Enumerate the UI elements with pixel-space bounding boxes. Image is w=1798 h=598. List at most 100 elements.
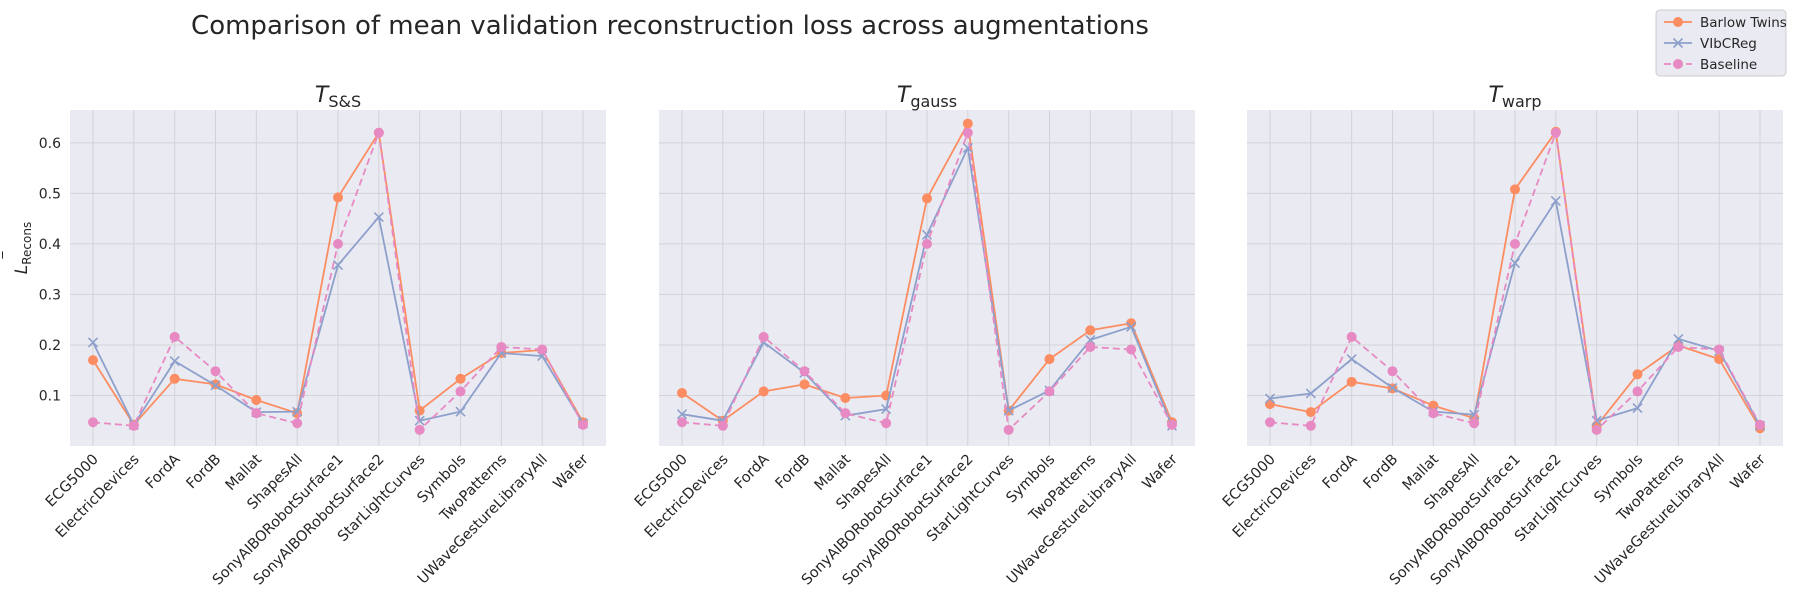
data-point: [251, 408, 262, 419]
data-point: [455, 373, 466, 384]
x-tick-label: FordA: [143, 451, 184, 492]
data-point: [1469, 409, 1480, 420]
data-point: [210, 380, 221, 391]
data-point: [578, 419, 588, 430]
data-point: [537, 344, 548, 355]
data-point: [1265, 399, 1275, 410]
data-point: [1510, 184, 1520, 195]
data-point: [1264, 393, 1276, 404]
data-point: [677, 417, 687, 428]
x-tick-label: FordB: [1361, 452, 1402, 493]
data-point: [292, 418, 303, 429]
data-point: [455, 386, 466, 397]
data-point: [1550, 195, 1561, 207]
data-point: [1346, 331, 1357, 342]
y-axis-label-main: L: [12, 265, 32, 274]
data-point: [1387, 366, 1398, 377]
data-point: [921, 229, 933, 240]
data-point: [962, 118, 973, 129]
panel-title-main: T: [897, 83, 912, 108]
y-tick-label: 0.3: [39, 287, 61, 303]
series-baseline: [677, 127, 1177, 435]
legend: Barlow Twins VIbCReg Baseline: [1655, 9, 1787, 77]
data-point: [799, 366, 810, 377]
data-point: [373, 127, 384, 138]
series-vibcreg: [87, 212, 589, 430]
legend-label: Baseline: [1700, 57, 1757, 73]
data-point: [1632, 369, 1643, 380]
data-point: [1510, 238, 1520, 249]
y-axis-label-bar: ‾: [1, 251, 17, 260]
legend-entry: VIbCReg: [1664, 36, 1757, 52]
data-point: [1167, 419, 1177, 430]
data-point: [1469, 418, 1480, 429]
panels: 0.1 0.2 0.3 0.4 0.5 0.6 ECG5000ElectricDevices…: [39, 83, 1783, 588]
legend-marker: [1673, 59, 1683, 69]
panel-title-sub: gauss: [910, 92, 957, 111]
data-point: [840, 393, 851, 403]
data-point: [1085, 325, 1096, 336]
legend-box: [1655, 9, 1787, 77]
y-tick-label: 0.6: [39, 136, 61, 152]
data-point: [758, 386, 769, 397]
panel-title: TS&S: [315, 83, 361, 111]
data-point: [88, 355, 98, 366]
data-point: [373, 212, 384, 223]
data-point: [414, 424, 425, 435]
data-point: [1632, 386, 1643, 397]
data-point: [1346, 376, 1357, 387]
data-point: [881, 404, 892, 415]
data-point: [922, 193, 932, 204]
legend-label: Barlow Twins: [1700, 15, 1787, 31]
data-point: [1632, 403, 1643, 414]
data-point: [1305, 420, 1316, 431]
svg-text:LRecons: LRecons: [12, 222, 34, 274]
data-point: [1305, 407, 1316, 418]
data-point: [333, 192, 343, 203]
data-point: [962, 142, 973, 153]
data-point: [1085, 334, 1096, 345]
data-point: [840, 408, 851, 419]
legend-entry: Barlow Twins: [1664, 15, 1787, 31]
panel-title: Twarp: [1488, 83, 1541, 111]
data-point: [1126, 318, 1137, 329]
data-point: [881, 418, 892, 429]
legend-entry: Baseline: [1664, 57, 1757, 73]
series-baseline: [1265, 127, 1765, 435]
data-point: [1346, 354, 1357, 365]
data-point: [169, 356, 180, 367]
data-point: [676, 409, 688, 420]
data-point: [1085, 341, 1096, 352]
panel-title-main: T: [1488, 83, 1503, 108]
panel-1: 0.10.20.30.40.50.6ECG5000ElectricDevices…: [39, 83, 606, 588]
y-tick-label: 0.5: [39, 186, 61, 202]
data-point: [677, 387, 687, 398]
data-point: [1003, 424, 1014, 435]
panel-title-sub: S&S: [328, 92, 361, 111]
data-point: [1126, 344, 1137, 355]
y-tick-label: 0.4: [39, 237, 61, 253]
y-tick-label: 0.2: [39, 338, 61, 354]
legend-marker: [1672, 37, 1684, 49]
data-point: [1428, 408, 1439, 419]
figure-title: Comparison of mean validation reconstruc…: [191, 11, 1149, 41]
data-point: [962, 127, 973, 138]
data-point: [1714, 344, 1725, 355]
data-point: [1044, 354, 1055, 365]
data-point: [1509, 258, 1521, 269]
data-point: [169, 331, 180, 342]
data-point: [128, 420, 139, 431]
data-point: [799, 379, 810, 390]
x-tick-label: FordB: [184, 452, 225, 493]
data-point: [455, 406, 466, 417]
data-point: [1387, 382, 1398, 393]
data-point: [758, 331, 769, 342]
data-point: [333, 238, 343, 249]
x-tick-label: Wafer: [1140, 451, 1181, 492]
x-tick-label: FordB: [773, 452, 814, 493]
panel-title: Tgauss: [897, 83, 957, 111]
x-tick-label: Wafer: [551, 451, 592, 492]
